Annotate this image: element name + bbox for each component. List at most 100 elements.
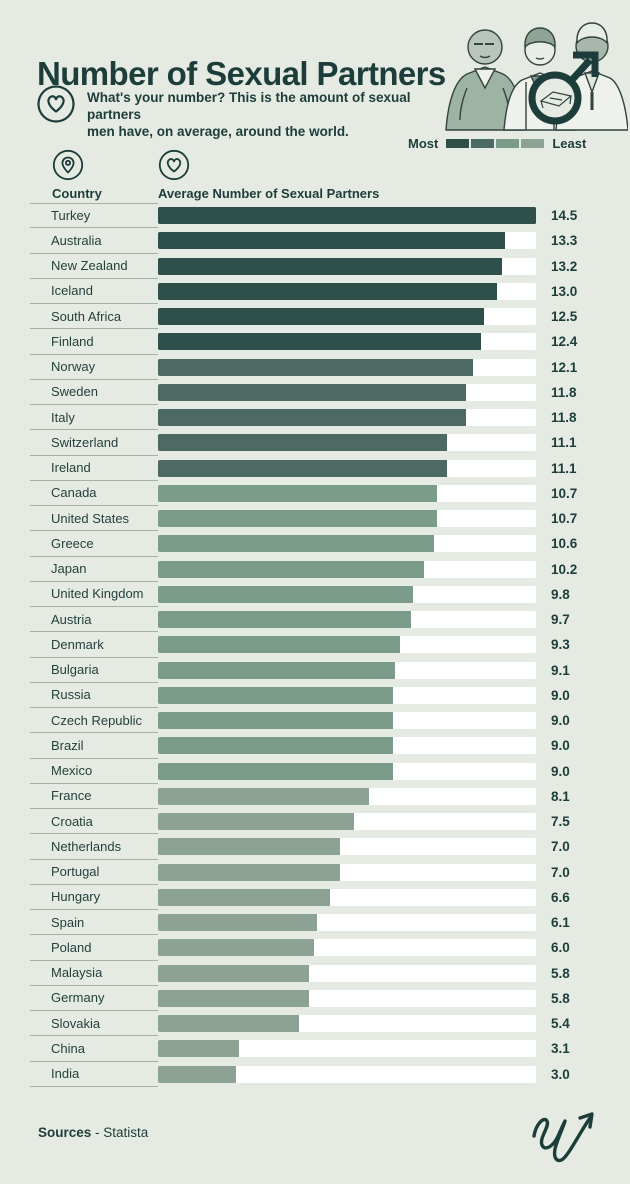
country-label: India bbox=[30, 1062, 158, 1087]
legend-swatch bbox=[446, 139, 470, 148]
bar-fill bbox=[158, 914, 318, 932]
country-label: Finland bbox=[30, 329, 158, 355]
chart-row: Brazil 9.0 bbox=[30, 733, 602, 759]
chart-row: Switzerland 11.1 bbox=[30, 430, 602, 456]
value-label: 6.0 bbox=[551, 940, 570, 956]
bar-track bbox=[158, 358, 536, 376]
bar-track bbox=[158, 838, 536, 856]
country-label: Bulgaria bbox=[30, 658, 158, 683]
chart-row: Croatia 7.5 bbox=[30, 809, 602, 835]
legend-swatch bbox=[521, 139, 545, 148]
bar-track bbox=[158, 888, 536, 906]
country-label: Iceland bbox=[30, 279, 158, 304]
bar-fill bbox=[158, 888, 331, 906]
chart-row: United States 10.7 bbox=[30, 506, 602, 532]
country-label: France bbox=[30, 784, 158, 809]
chart-rows: Turkey 14.5 Australia 13.3 New Zealand 1… bbox=[30, 203, 602, 1087]
bar-track bbox=[158, 939, 536, 957]
bar-fill bbox=[158, 459, 448, 477]
chart-row: Mexico 9.0 bbox=[30, 759, 602, 784]
bar-fill bbox=[158, 611, 411, 629]
bar-fill bbox=[158, 207, 536, 225]
chart-row: France 8.1 bbox=[30, 784, 602, 809]
value-label: 12.5 bbox=[551, 309, 578, 325]
value-label: 11.8 bbox=[551, 384, 577, 400]
bar-track bbox=[158, 585, 536, 603]
bar-fill bbox=[158, 232, 505, 250]
chart-row: Netherlands 7.0 bbox=[30, 834, 602, 860]
country-label: Germany bbox=[30, 986, 158, 1011]
country-column-label: Country bbox=[52, 186, 102, 201]
value-label: 9.8 bbox=[551, 586, 570, 602]
bar-fill bbox=[158, 383, 466, 401]
bar-track bbox=[158, 661, 536, 679]
bar-track bbox=[158, 964, 536, 982]
bar-track bbox=[158, 712, 536, 730]
sources-value: - Statista bbox=[95, 1125, 149, 1140]
country-label: Switzerland bbox=[30, 430, 158, 456]
bar-track bbox=[158, 207, 536, 225]
bar-fill bbox=[158, 409, 466, 427]
subtitle: What's your number? This is the amount o… bbox=[87, 89, 467, 140]
country-label: Canada bbox=[30, 481, 158, 506]
bar-track bbox=[158, 737, 536, 755]
chart-row: Japan 10.2 bbox=[30, 557, 602, 582]
bar-fill bbox=[158, 636, 401, 654]
value-label: 11.1 bbox=[551, 460, 577, 476]
bar-track bbox=[158, 1040, 536, 1058]
country-label: Ireland bbox=[30, 456, 158, 481]
chart-row: Malaysia 5.8 bbox=[30, 961, 602, 986]
bar-track bbox=[158, 863, 536, 881]
bar-fill bbox=[158, 762, 393, 780]
legend: Most Least bbox=[408, 136, 586, 151]
bar-fill bbox=[158, 1065, 237, 1083]
value-label: 9.1 bbox=[551, 662, 570, 678]
value-label: 5.8 bbox=[551, 990, 570, 1006]
value-label: 6.1 bbox=[551, 915, 570, 931]
value-label: 5.4 bbox=[551, 1016, 570, 1032]
bar-fill bbox=[158, 712, 393, 730]
value-label: 14.5 bbox=[551, 208, 578, 224]
country-label: New Zealand bbox=[30, 254, 158, 279]
country-label: Norway bbox=[30, 355, 158, 380]
column-header-country: Country bbox=[52, 149, 102, 201]
chart-row: Sweden 11.8 bbox=[30, 380, 602, 405]
people-illustration bbox=[438, 6, 628, 132]
chart-row: Slovakia 5.4 bbox=[30, 1011, 602, 1037]
bar-track bbox=[158, 308, 536, 326]
value-label: 12.4 bbox=[551, 334, 578, 350]
bar-chart: Turkey 14.5 Australia 13.3 New Zealand 1… bbox=[30, 203, 602, 1087]
legend-least-label: Least bbox=[552, 136, 587, 151]
value-label: 9.7 bbox=[551, 612, 570, 628]
bar-track bbox=[158, 636, 536, 654]
bar-track bbox=[158, 611, 536, 629]
country-label: Mexico bbox=[30, 759, 158, 784]
bar-fill bbox=[158, 787, 370, 805]
chart-row: Czech Republic 9.0 bbox=[30, 708, 602, 734]
bar-track bbox=[158, 510, 536, 528]
bar-fill bbox=[158, 535, 435, 553]
value-label: 5.8 bbox=[551, 965, 570, 981]
chart-row: Hungary 6.6 bbox=[30, 885, 602, 910]
value-label: 7.0 bbox=[551, 839, 570, 855]
bar-fill bbox=[158, 939, 315, 957]
value-label: 13.2 bbox=[551, 258, 578, 274]
value-label: 10.6 bbox=[551, 536, 578, 552]
sources: Sources - Statista bbox=[38, 1125, 148, 1140]
value-label: 8.1 bbox=[551, 788, 570, 804]
bar-track bbox=[158, 257, 536, 275]
bar-fill bbox=[158, 661, 396, 679]
bar-fill bbox=[158, 989, 310, 1007]
value-label: 7.5 bbox=[551, 814, 570, 830]
location-pin-icon bbox=[52, 149, 102, 181]
bar-track bbox=[158, 282, 536, 300]
sources-label: Sources bbox=[38, 1125, 92, 1140]
chart-row: Spain 6.1 bbox=[30, 910, 602, 936]
chart-row: Poland 6.0 bbox=[30, 935, 602, 961]
value-label: 13.0 bbox=[551, 283, 578, 299]
country-label: Croatia bbox=[30, 809, 158, 835]
bar-fill bbox=[158, 863, 341, 881]
country-label: Austria bbox=[30, 607, 158, 633]
chart-row: Ireland 11.1 bbox=[30, 456, 602, 481]
chart-row: Greece 10.6 bbox=[30, 531, 602, 557]
